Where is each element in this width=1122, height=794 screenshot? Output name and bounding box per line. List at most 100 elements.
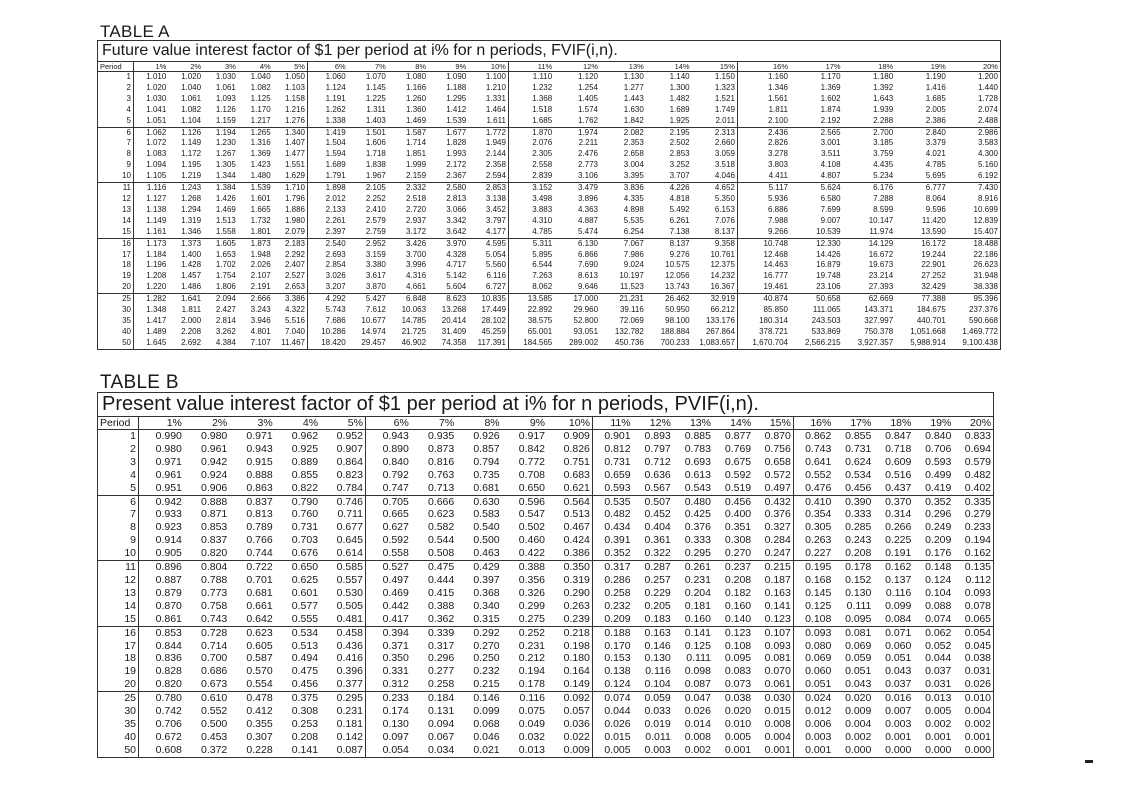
value-cell: 1.230 xyxy=(215,138,236,148)
value-cell: 1.126 xyxy=(168,126,204,139)
value-cell: 6.544 xyxy=(532,260,553,270)
value-cell: 3.946 xyxy=(250,315,271,325)
value-cell: 289.002 xyxy=(569,337,599,347)
value-cell: 2.700 xyxy=(842,126,896,139)
value-cell: 0.060 xyxy=(885,639,912,652)
value-cell: 3.642 xyxy=(446,226,467,236)
value-cell: 7.612 xyxy=(365,305,386,315)
rate-header: 1% xyxy=(133,61,169,72)
value-cell: 0.070 xyxy=(753,665,794,679)
value-cell: 1.191 xyxy=(325,93,346,103)
value-cell: 0.587 xyxy=(246,652,273,665)
period-cell: 20 xyxy=(97,282,134,294)
value-cell: 0.163 xyxy=(632,625,673,640)
value-cell: 3.583 xyxy=(977,138,998,148)
value-cell: 0.377 xyxy=(320,678,366,692)
value-cell: 184.565 xyxy=(523,337,553,347)
value-cell: 1.384 xyxy=(203,182,238,194)
value-cell: 0.232 xyxy=(604,599,631,612)
value-cell: 1.159 xyxy=(215,115,236,125)
value-cell: 14.785 xyxy=(401,315,427,325)
period-cell: 12 xyxy=(97,193,134,205)
value-cell: 0.045 xyxy=(964,639,992,652)
value-cell: 1.323 xyxy=(691,82,738,94)
value-cell: 0.277 xyxy=(427,665,455,678)
value-cell: 0.138 xyxy=(604,665,631,678)
value-cell: 1.316 xyxy=(250,138,271,148)
header-row: Period 1% 2% 3% 4% 5% 6% 7% 8% 9% 10% 11% 12% 13% 14% 1… xyxy=(97,61,1001,72)
period-cell: 8 xyxy=(97,149,134,161)
value-cell: 1.392 xyxy=(873,82,894,92)
value-cell: 38.575 xyxy=(527,315,553,325)
value-cell: 7.263 xyxy=(532,271,553,281)
value-cell: 0.731 xyxy=(604,455,631,468)
value-cell: 1.262 xyxy=(325,104,346,114)
value-cell: 0.907 xyxy=(320,442,366,456)
value-cell: 0.350 xyxy=(547,560,593,574)
value-cell: 1.980 xyxy=(272,215,308,227)
table-row: 6 0.942 0.888 0.837 0.790 0.746 0.705 0.666 0.63… xyxy=(97,494,994,509)
value-cell: 0.665 xyxy=(382,508,409,521)
value-cell: 1.842 xyxy=(623,115,644,125)
table-row: 9 1.094 1.195 1.305 1.423 1.551 1.689 1.838 1.99… xyxy=(97,160,1001,172)
value-cell: 5.695 xyxy=(925,171,946,181)
value-cell: 3.172 xyxy=(406,226,427,236)
value-cell: 0.530 xyxy=(320,586,366,600)
value-cell: 0.980 xyxy=(155,442,182,455)
value-cell: 0.675 xyxy=(724,455,752,468)
rate-header: 11% xyxy=(508,61,555,72)
value-cell: 2.105 xyxy=(347,182,388,194)
value-cell: 0.540 xyxy=(473,521,500,534)
value-cell: 0.813 xyxy=(246,508,273,521)
value-cell: 4.898 xyxy=(623,204,644,214)
value-cell: 0.006 xyxy=(805,717,832,730)
value-cell: 0.142 xyxy=(320,730,366,744)
value-cell: 2.107 xyxy=(250,271,271,281)
value-cell: 2.476 xyxy=(577,149,599,159)
period-header: Period xyxy=(97,61,134,72)
value-cell: 1.416 xyxy=(925,82,946,92)
value-cell: 52.800 xyxy=(573,315,599,325)
value-cell: 2.692 xyxy=(181,337,202,347)
table-row: 16 1.173 1.373 1.605 1.873 2.183 2.540 2.952 3.4… xyxy=(97,237,1001,250)
period-cell: 25 xyxy=(97,691,139,706)
value-cell: 4.807 xyxy=(820,171,841,181)
value-cell: 0.194 xyxy=(518,665,546,678)
value-cell: 0.641 xyxy=(805,455,832,468)
value-cell: 4.717 xyxy=(446,260,467,270)
rate-header: 9% xyxy=(501,416,548,430)
value-cell: 1.539 xyxy=(237,182,273,194)
value-cell: 0.012 xyxy=(805,705,832,718)
value-cell: 0.252 xyxy=(501,625,548,640)
value-cell: 0.422 xyxy=(518,547,546,560)
value-cell: 0.497 xyxy=(753,481,794,496)
value-cell: 0.074 xyxy=(592,691,633,706)
value-cell: 1.010 xyxy=(146,72,167,81)
value-cell: 2.079 xyxy=(272,226,308,239)
value-cell: 0.804 xyxy=(183,560,230,574)
value-cell: 1.216 xyxy=(272,104,308,116)
value-cell: 2.159 xyxy=(406,171,427,181)
value-cell: 3.395 xyxy=(623,171,644,181)
value-cell: 0.623 xyxy=(229,625,275,640)
value-cell: 1.369 xyxy=(250,149,271,159)
value-cell: 7.076 xyxy=(691,215,738,227)
value-cell: 3.518 xyxy=(691,160,738,172)
value-cell: 15.407 xyxy=(973,226,998,236)
table-row: 18 0.836 0.700 0.587 0.494 0.416 0.350 0.296 0.2… xyxy=(97,652,994,666)
value-cell: 0.452 xyxy=(644,508,671,521)
value-cell: 0.926 xyxy=(473,430,500,442)
value-cell: 0.713 xyxy=(427,481,455,494)
value-cell: 0.853 xyxy=(138,625,184,640)
value-cell: 2.565 xyxy=(790,126,843,139)
value-cell: 0.204 xyxy=(684,586,711,599)
value-cell: 0.009 xyxy=(547,743,593,758)
value-cell: 3.278 xyxy=(767,149,788,159)
fvif-table: Future value interest factor of $1 per p… xyxy=(97,40,1001,350)
value-cell: 0.001 xyxy=(925,730,952,743)
value-cell: 2.082 xyxy=(600,126,646,139)
value-cell: 3.379 xyxy=(925,138,946,148)
value-cell: 0.436 xyxy=(320,639,366,653)
value-cell: 0.208 xyxy=(291,730,319,743)
value-cell: 0.317 xyxy=(592,560,633,574)
